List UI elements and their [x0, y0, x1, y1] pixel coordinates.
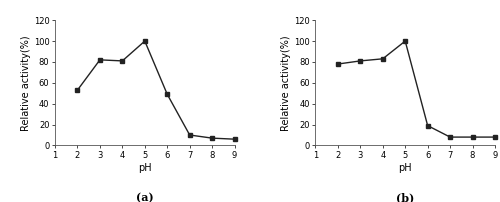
Text: (b): (b) [396, 193, 414, 202]
Y-axis label: Relative activity(%): Relative activity(%) [21, 35, 31, 131]
Text: (a): (a) [136, 193, 154, 202]
Y-axis label: Relative activity(%): Relative activity(%) [282, 35, 292, 131]
X-axis label: pH: pH [398, 163, 412, 173]
X-axis label: pH: pH [138, 163, 151, 173]
